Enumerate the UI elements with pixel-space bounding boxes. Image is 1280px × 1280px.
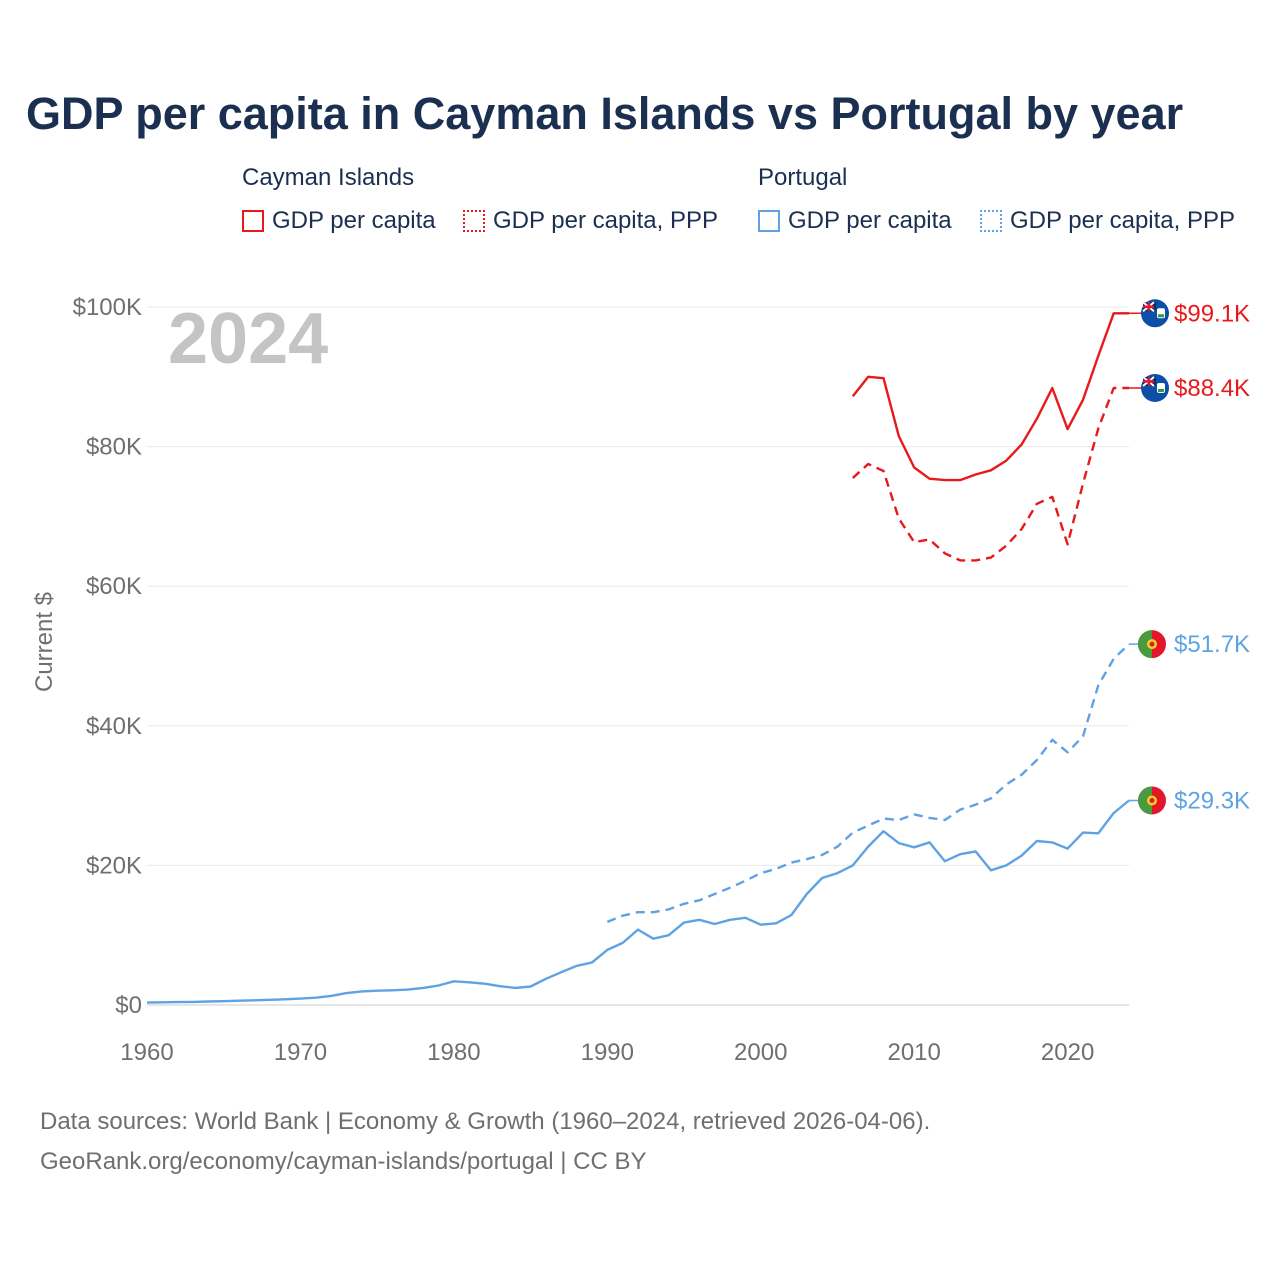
legend-group-portugal: Portugal xyxy=(758,164,848,191)
legend-label: GDP per capita xyxy=(272,207,436,234)
y-tick-label: $100K xyxy=(73,294,142,321)
y-tick-label: $60K xyxy=(86,573,142,600)
portugal-flag-icon xyxy=(1138,786,1167,815)
legend-swatch-dotted-blue xyxy=(980,210,1002,232)
x-tick-label: 2000 xyxy=(734,1039,787,1066)
end-markers: $99.1K $88.4K $51.7K $29.3K xyxy=(1129,299,1250,815)
series-line-3[interactable] xyxy=(146,799,1130,1004)
legend-item-portugal-gdp-ppp[interactable]: GDP per capita, PPP xyxy=(980,207,1235,235)
end-value-label: $88.4K xyxy=(1174,375,1250,402)
legend-item-portugal-gdp[interactable]: GDP per capita xyxy=(758,207,952,235)
legend-label: GDP per capita, PPP xyxy=(493,207,718,234)
legend-item-cayman-gdp-ppp[interactable]: GDP per capita, PPP xyxy=(463,207,718,235)
end-value-label: $51.7K xyxy=(1174,631,1250,658)
legend-label: GDP per capita xyxy=(788,207,952,234)
x-tick-label: 1980 xyxy=(427,1039,480,1066)
source-line-1: Data sources: World Bank | Economy & Gro… xyxy=(40,1108,931,1135)
source-line-2[interactable]: GeoRank.org/economy/cayman-islands/portu… xyxy=(40,1148,647,1175)
x-tick-label: 1990 xyxy=(581,1039,634,1066)
x-tick-label: 1960 xyxy=(120,1039,173,1066)
y-tick-label: $20K xyxy=(86,852,142,879)
legend-label: GDP per capita, PPP xyxy=(1010,207,1235,234)
x-axis-ticks: 1960 1970 1980 1990 2000 2010 2020 xyxy=(120,1039,1094,1066)
chart-title: GDP per capita in Cayman Islands vs Port… xyxy=(26,88,1184,139)
legend-item-cayman-gdp[interactable]: GDP per capita xyxy=(242,207,436,235)
x-tick-label: 1970 xyxy=(274,1039,327,1066)
grid-lines xyxy=(147,306,1129,1006)
x-tick-label: 2010 xyxy=(887,1039,940,1066)
series-line-2[interactable] xyxy=(606,643,1130,924)
series-group xyxy=(146,312,1130,1004)
cayman-flag-icon xyxy=(1141,373,1169,402)
legend-swatch-solid-red xyxy=(242,210,264,232)
y-tick-label: $80K xyxy=(86,434,142,461)
end-value-label: $99.1K xyxy=(1174,300,1250,327)
x-tick-label: 2020 xyxy=(1041,1039,1094,1066)
cayman-flag-icon xyxy=(1141,299,1169,328)
y-axis-label: Current $ xyxy=(31,592,58,692)
y-tick-label: $0 xyxy=(115,992,142,1019)
legend-swatch-dotted-red xyxy=(463,210,485,232)
y-tick-label: $40K xyxy=(86,713,142,740)
series-line-0[interactable] xyxy=(851,312,1129,482)
legend-group-cayman-islands: Cayman Islands xyxy=(242,164,415,191)
end-value-label: $29.3K xyxy=(1174,787,1250,814)
portugal-flag-icon xyxy=(1138,630,1167,659)
y-axis-ticks: $0 $20K $40K $60K $80K $100K xyxy=(73,294,142,1019)
series-line-1[interactable] xyxy=(851,386,1129,562)
legend-swatch-solid-blue xyxy=(758,210,780,232)
year-label: 2024 xyxy=(168,299,328,379)
